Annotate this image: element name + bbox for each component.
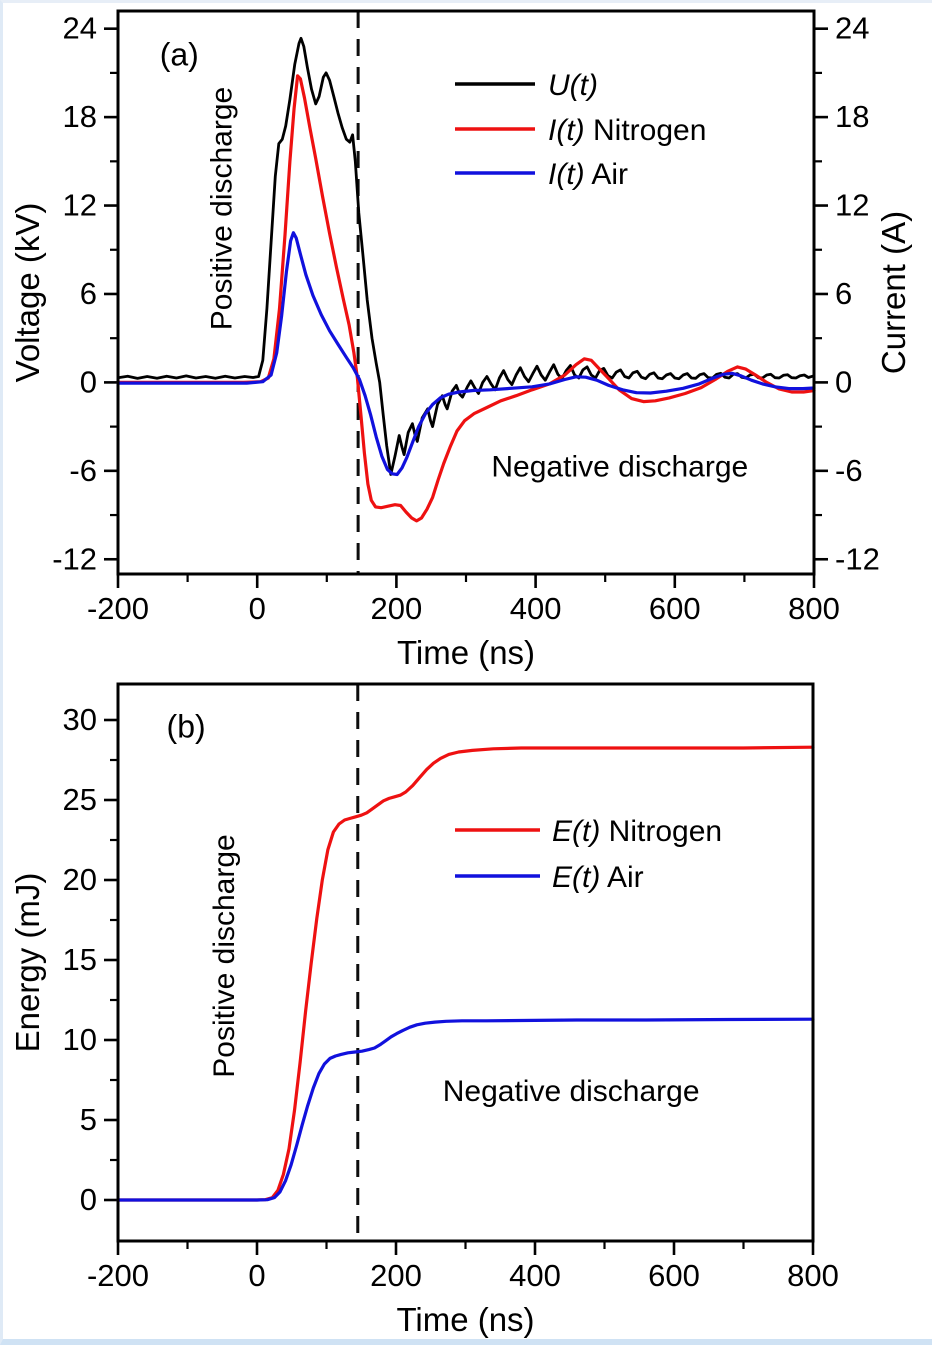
series-u-t (116, 36, 816, 476)
y-right-tick-label: 12 (835, 188, 869, 223)
y-right-tick-label: 0 (835, 364, 852, 399)
y-tick-label: 15 (63, 942, 97, 977)
x-tick-label: 400 (509, 1258, 561, 1293)
y-right-tick-label: 18 (835, 99, 869, 134)
y-tick-label: 5 (80, 1102, 97, 1137)
legend-label-i-t-air: I(t) Air (548, 158, 628, 191)
annotation-positive-discharge: Positive discharge (205, 87, 238, 330)
annotation-b: (b) (167, 709, 206, 745)
legend-label-e-t-air: E(t) Air (552, 861, 644, 894)
y-tick-label: 24 (63, 11, 97, 46)
x-tick-label: 0 (249, 591, 266, 626)
series-i-t-air (116, 231, 816, 477)
annotation-a: (a) (160, 37, 199, 73)
series-e-t-nitrogen (116, 745, 815, 1202)
y-tick-label: 25 (63, 782, 97, 817)
y-tick-label: 12 (63, 188, 97, 223)
x-tick-label: -200 (87, 591, 149, 626)
y-axis-title-energy-mj: Energy (mJ) (9, 873, 46, 1053)
x-axis-title-panel-a: Time (ns) (397, 634, 535, 671)
x-tick-label: 200 (371, 591, 423, 626)
x-tick-label: -200 (87, 1258, 149, 1293)
y-tick-label: 30 (63, 702, 97, 737)
legend-label-u-t: U(t) (548, 69, 598, 102)
x-tick-label: 200 (370, 1258, 422, 1293)
y-right-tick-label: -12 (835, 541, 880, 576)
legend-label-e-t-nitrogen: E(t) Nitrogen (552, 815, 722, 848)
y-tick-label: 0 (80, 364, 97, 399)
y-axis-title-current-a: Current (A) (875, 211, 912, 374)
plot-frame-panel-b (116, 682, 815, 1243)
annotation-negative-discharge: Negative discharge (491, 451, 748, 484)
series-i-t-nitrogen (116, 74, 816, 523)
y-tick-label: 0 (80, 1182, 97, 1217)
y-axis-title-voltage-kv: Voltage (kV) (9, 203, 46, 383)
x-tick-label: 800 (787, 1258, 839, 1293)
series-e-t-air (116, 1017, 815, 1202)
legend-label-i-t-nitrogen: I(t) Nitrogen (548, 114, 706, 147)
x-tick-label: 800 (788, 591, 840, 626)
x-tick-label: 0 (248, 1258, 265, 1293)
x-tick-label: 600 (648, 1258, 700, 1293)
y-tick-label: 6 (80, 276, 97, 311)
y-right-tick-label: 6 (835, 276, 852, 311)
panel-b: -200 0 200 400 600 800 30 25 20 15 10 5 0 (b) Positive… (9, 682, 839, 1338)
y-tick-label: -6 (69, 453, 97, 488)
x-axis-title-panel-b: Time (ns) (396, 1301, 534, 1338)
plot-frame-panel-a (116, 9, 816, 576)
annotation-positive-discharge: Positive discharge (208, 834, 241, 1077)
y-tick-label: -12 (52, 541, 97, 576)
y-tick-label: 20 (63, 862, 97, 897)
y-right-tick-label: -6 (835, 453, 863, 488)
annotation-negative-discharge: Negative discharge (443, 1075, 700, 1108)
y-right-tick-label: 24 (835, 11, 869, 46)
x-tick-label: 400 (510, 591, 562, 626)
y-tick-label: 18 (63, 99, 97, 134)
y-tick-label: 10 (63, 1022, 97, 1057)
x-tick-label: 600 (649, 591, 701, 626)
